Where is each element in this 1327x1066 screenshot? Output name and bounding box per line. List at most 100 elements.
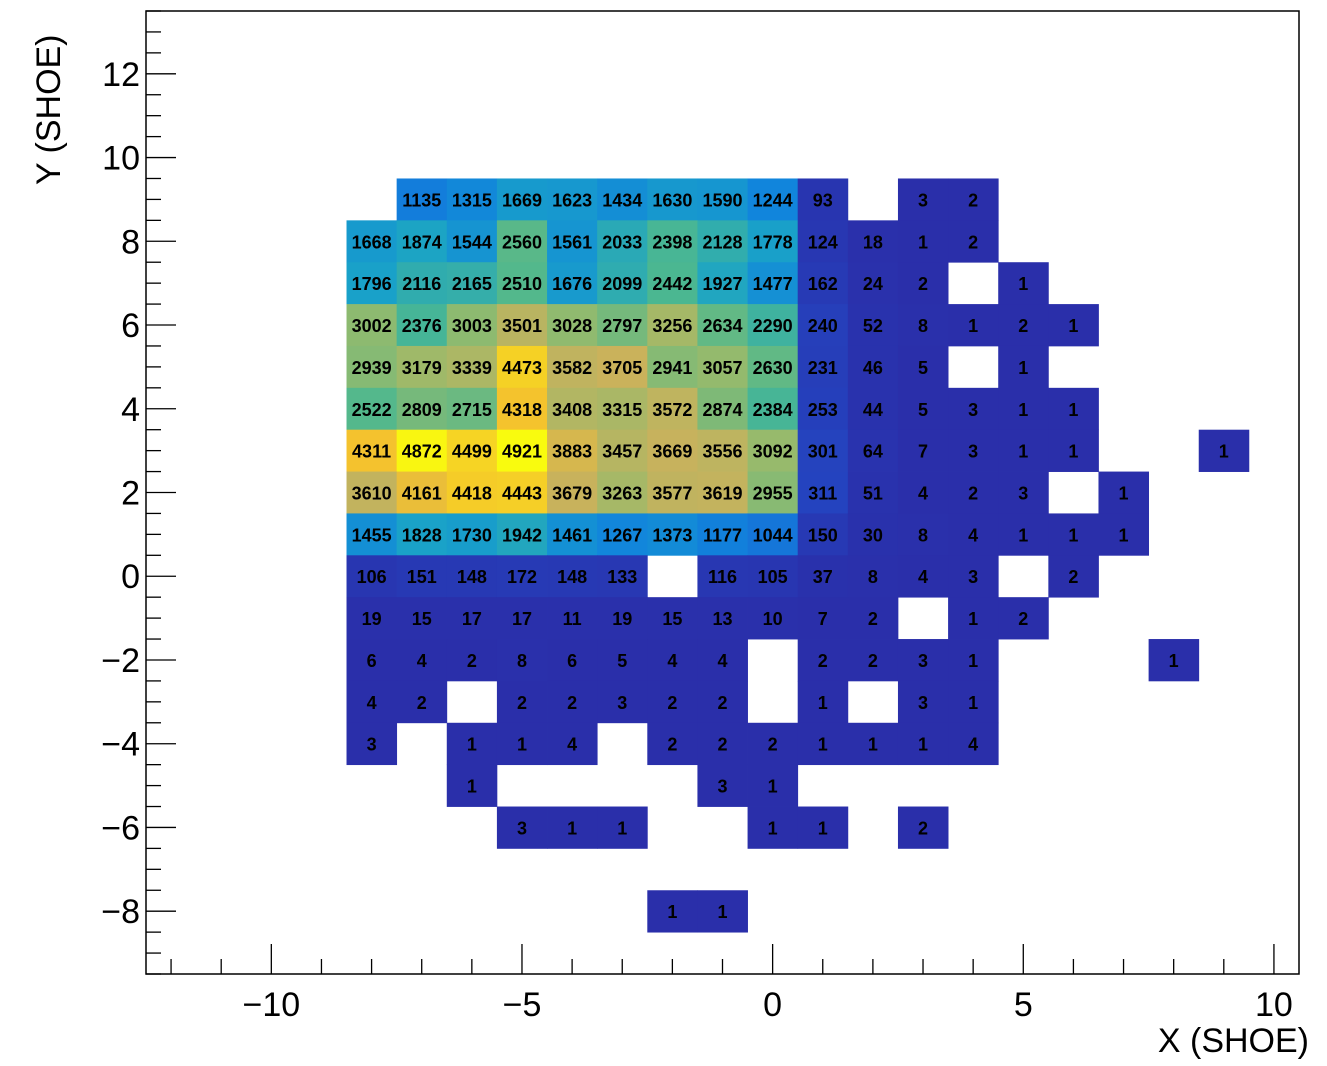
heatmap-cell	[647, 262, 698, 305]
y-tick-label: 2	[121, 475, 140, 513]
cell-value-label: 1	[768, 818, 778, 838]
heatmap-cell	[496, 387, 548, 431]
cell-value-label: 3577	[652, 484, 692, 504]
cell-value-label: 4473	[502, 358, 542, 378]
heatmap-cell	[747, 345, 799, 389]
cell-value-label: 2510	[502, 274, 542, 294]
heatmap-cell	[948, 429, 999, 472]
cell-value-label: 1	[1119, 484, 1129, 504]
heatmap-cell	[547, 178, 598, 221]
heatmap-cell	[446, 304, 498, 347]
cell-value-label: 3705	[602, 358, 642, 378]
cell-value-label: 2099	[602, 274, 642, 294]
heatmap-cell	[396, 471, 448, 514]
cell-value-label: 7	[818, 609, 828, 629]
heatmap-cell	[647, 639, 698, 682]
cell-value-label: 1135	[402, 190, 441, 210]
heatmap-cell	[647, 345, 698, 389]
cell-value-label: 4311	[352, 442, 391, 462]
heatmap-cell	[647, 680, 698, 724]
heatmap-cell	[697, 680, 748, 724]
heatmap-cell	[998, 429, 1049, 472]
heatmap-cell	[496, 722, 548, 766]
heatmap-cell	[998, 597, 1049, 640]
heatmap-cell	[1098, 513, 1150, 556]
cell-value-label: 3619	[702, 484, 742, 504]
heatmap-cell	[396, 304, 448, 347]
cell-value-label: 3582	[552, 358, 592, 378]
cell-value-label: 1	[1068, 442, 1078, 462]
cell-value-label: 253	[808, 400, 838, 420]
heatmap-cell	[747, 597, 799, 640]
heatmap-cell	[346, 345, 398, 389]
cell-value-label: 3501	[502, 316, 542, 336]
cell-value-label: 1	[818, 693, 828, 713]
cell-value-label: 4	[918, 484, 928, 504]
heatmap-cell	[697, 387, 748, 431]
y-tick-label: 4	[121, 391, 140, 429]
heatmap-cell	[597, 597, 648, 640]
heatmap-cell	[547, 639, 598, 682]
cell-value-label: 2	[968, 232, 978, 252]
cell-value-label: 4161	[402, 484, 442, 504]
cell-value-label: 2797	[602, 316, 642, 336]
heatmap-cell	[446, 513, 498, 556]
cell-value-label: 1	[1219, 442, 1229, 462]
heatmap-cell	[697, 639, 748, 682]
heatmap-cell	[346, 597, 398, 640]
heatmap-cell	[647, 429, 698, 472]
cell-value-label: 116	[708, 567, 737, 587]
cell-value-label: 133	[607, 567, 637, 587]
heatmap-cell	[897, 555, 949, 598]
cell-value-label: 2376	[402, 316, 442, 336]
heatmap-cell	[346, 220, 398, 263]
heatmap-cell	[346, 471, 398, 514]
cell-value-label: 1668	[352, 232, 392, 252]
cell-value-label: 148	[457, 567, 487, 587]
heatmap-cell	[697, 220, 748, 263]
heatmap-cell	[597, 471, 648, 514]
cell-value-label: 2955	[753, 484, 793, 504]
cell-value-label: 1455	[352, 525, 392, 545]
y-axis-title: Y (SHOE)	[30, 34, 68, 185]
heatmap-cell	[446, 262, 498, 305]
cell-value-label: 148	[557, 567, 587, 587]
heatmap-cell	[597, 429, 648, 472]
heatmap-cell	[797, 722, 849, 766]
cell-value-label: 2	[868, 651, 878, 671]
cell-value-label: 4872	[402, 442, 442, 462]
y-axis-ticks	[146, 10, 176, 975]
x-tick-label: −10	[242, 986, 300, 1024]
heatmap-cell	[697, 471, 748, 514]
heatmap-cell	[1098, 471, 1150, 514]
cell-value-label: 3003	[452, 316, 492, 336]
heatmap-cell	[496, 345, 548, 389]
heatmap-cell	[496, 262, 548, 305]
cell-value-label: 2	[1018, 316, 1028, 336]
cell-value-label: 3610	[352, 484, 392, 504]
heatmap-cell	[747, 262, 799, 305]
heatmap-cell	[647, 597, 698, 640]
cell-value-label: 24	[863, 274, 883, 294]
cell-value-label: 15	[412, 609, 432, 629]
heatmap-cell	[998, 262, 1049, 305]
x-tick-label: 5	[1014, 986, 1033, 1024]
cell-value-label: 2	[968, 484, 978, 504]
heatmap-cell	[897, 178, 949, 221]
cell-value-label: 1477	[753, 274, 793, 294]
cell-value-label: 4499	[452, 442, 492, 462]
cell-value-label: 162	[808, 274, 838, 294]
cell-value-label: 3408	[552, 400, 592, 420]
cell-value-label: 1561	[552, 232, 592, 252]
heatmap-cell	[847, 262, 899, 305]
heatmap-cell	[897, 387, 949, 431]
cell-value-label: 2809	[402, 400, 442, 420]
y-tick-label: −4	[101, 726, 140, 764]
heatmap-cell	[998, 471, 1049, 514]
cell-value-label: 3	[717, 777, 727, 797]
cell-value-label: 2	[868, 609, 878, 629]
heatmap-cell	[697, 178, 748, 221]
cell-value-label: 1	[1018, 400, 1028, 420]
heatmap-cell	[747, 806, 799, 849]
cell-value-label: 2560	[502, 232, 542, 252]
